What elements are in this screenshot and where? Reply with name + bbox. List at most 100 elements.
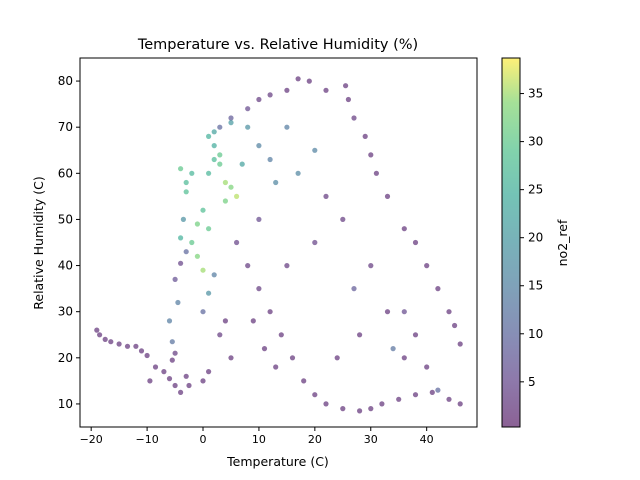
scatter-point [147,378,153,384]
scatter-point [217,124,223,130]
scatter-point [228,184,234,190]
scatter-point [234,193,240,199]
scatter-point [267,309,273,315]
colorbar-tick-label: 30 [528,135,543,149]
scatter-point [169,357,175,363]
scatter-point [295,76,301,82]
scatter-point [323,401,329,407]
scatter-point [368,263,374,269]
scatter-point [412,239,419,246]
scatter-point [368,406,374,412]
scatter-point [390,346,396,352]
colorbar-tick-label: 35 [528,87,543,101]
scatter-point [401,226,407,232]
scatter-point [351,115,357,121]
scatter-point [200,207,206,213]
scatter-point [180,216,186,222]
scatter-point [273,364,279,370]
scatter-point [261,346,268,352]
scatter-point [424,364,430,370]
scatter-point [457,401,463,407]
scatter-point [256,286,262,292]
colorbar-frame [501,57,521,428]
scatter-point [396,396,402,402]
scatter-point [273,179,279,186]
scatter-point [351,286,357,292]
scatter-point [228,115,234,121]
scatter-point [172,350,178,356]
scatter-point [108,339,114,345]
scatter-point [245,263,251,269]
scatter-point [133,343,139,349]
y-tick-label: 60 [58,166,73,180]
scatter-point [175,299,181,306]
scatter-point [178,235,184,241]
scatter-point [323,87,329,93]
scatter-point [401,309,407,315]
scatter-point [166,318,173,324]
scatter-point [452,322,458,329]
scatter-point [312,147,318,153]
scatter-point [368,152,374,158]
scatter-point [429,389,435,395]
colorbar-ticks: 5 10 15 20 25 30 35 [520,87,543,389]
scatter-point [401,355,407,361]
scatter-point [186,382,192,389]
scatter-point [284,124,290,130]
scatter-point [206,369,212,375]
scatter-point [211,129,217,135]
scatter-point [217,161,223,167]
scatter-point [211,156,217,163]
x-tick-label: 10 [252,433,266,446]
scatter-point [323,193,329,199]
scatter-point [172,382,178,389]
scatter-point [222,198,228,204]
colorbar-tick-label: 5 [528,375,536,389]
scatter-point [345,96,351,103]
x-tick-label: −10 [135,433,158,446]
scatter-point [194,253,200,259]
scatter-point [457,341,463,347]
scatter-point [206,133,212,139]
scatter-point [200,378,206,384]
scatter-point [183,249,189,255]
scatter-point [189,170,195,176]
colorbar-label: no2_ref [555,219,570,266]
scatter-point [267,92,273,98]
scatter-point [278,332,284,338]
scatter-point [384,193,391,199]
scatter-point [178,389,184,395]
scatter-point [94,327,100,333]
y-tick-label: 80 [58,74,73,88]
scatter-point [234,239,240,246]
scatter-point [206,290,212,296]
y-tick-label: 50 [58,212,73,226]
scatter-point [435,286,441,292]
colorbar-tick-label: 15 [528,279,543,293]
scatter-point [446,396,452,402]
colorbar-gradient [502,58,520,427]
scatter-point [102,336,108,342]
scatter-points [94,76,463,414]
scatter-point [124,343,131,349]
scatter-point [138,348,145,354]
scatter-point [206,170,212,176]
scatter-point [362,133,368,139]
scatter-point [200,267,206,273]
scatter-point [189,239,195,246]
scatter-point [211,143,217,149]
scatter-point [435,387,441,393]
scatter-point [340,216,346,222]
x-tick-label: −20 [80,433,103,446]
scatter-point [295,170,301,176]
scatter-point [250,318,256,324]
y-tick-label: 70 [58,120,73,134]
x-tick-label: 0 [200,433,207,446]
scatter-point [424,263,430,269]
scatter-point [340,406,346,412]
colorbar-tick-label: 25 [528,183,543,197]
scatter-point [357,408,363,414]
scatter-point [256,143,262,149]
scatter-point [178,260,184,266]
scatter-point [306,78,312,84]
